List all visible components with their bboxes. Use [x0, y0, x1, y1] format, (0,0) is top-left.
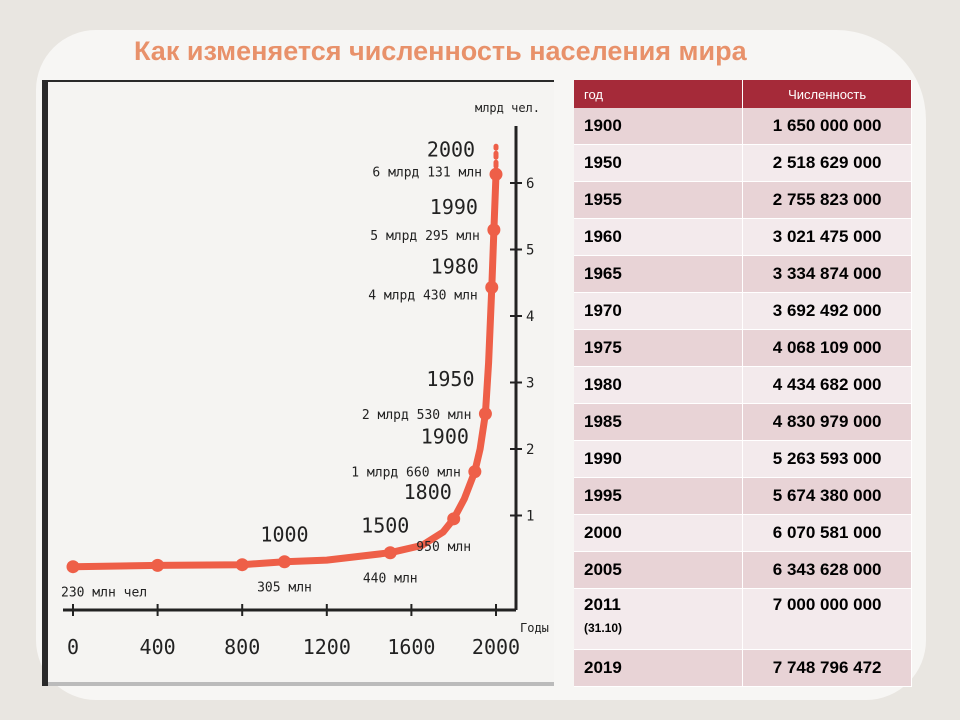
header-year: год — [574, 80, 744, 108]
x-tick-label: 400 — [140, 635, 176, 659]
year-cell: 1970 — [574, 292, 744, 330]
date-note: (31.10) — [584, 621, 623, 635]
table-row: 2019 7 748 796 472 — [574, 649, 912, 687]
header-population: Численность — [742, 80, 912, 108]
population-cell: 3 021 475 000 — [742, 218, 912, 256]
data-point — [235, 558, 249, 572]
population-cell: 6 343 628 000 — [742, 551, 912, 589]
population-cell: 6 070 581 000 — [742, 514, 912, 552]
year-cell: 1985 — [574, 403, 744, 441]
data-point — [468, 465, 482, 479]
y-axis-label: млрд чел. — [475, 101, 540, 115]
data-point — [447, 512, 461, 526]
year-cell: 1960 — [574, 218, 744, 256]
data-label: 1 млрд 660 млн — [351, 466, 461, 481]
population-cell: 5 674 380 000 — [742, 477, 912, 515]
data-label: 2000 — [427, 137, 475, 161]
data-point — [489, 167, 503, 181]
data-point — [278, 555, 291, 569]
table-row: 2000 6 070 581 000 — [574, 514, 912, 552]
data-label: 6 млрд 131 млн — [372, 165, 482, 180]
data-label: 1500 — [361, 514, 409, 538]
table-row: 1970 3 692 492 000 — [574, 292, 912, 330]
population-cell: 1 650 000 000 — [742, 108, 912, 145]
year-cell: 1900 — [574, 108, 744, 145]
year-value: 2011 — [584, 595, 621, 614]
x-tick-label: 1600 — [387, 635, 435, 659]
data-point — [487, 223, 501, 237]
x-tick-label: 800 — [224, 635, 260, 659]
data-label: 305 млн — [257, 581, 312, 596]
data-point — [478, 407, 492, 421]
data-point — [485, 280, 499, 294]
table-row: 1990 5 263 593 000 — [574, 440, 912, 478]
table-row: 1900 1 650 000 000 — [574, 108, 912, 145]
year-cell: 1990 — [574, 440, 744, 478]
y-tick-label: 6 — [526, 176, 534, 192]
population-cell: 2 755 823 000 — [742, 181, 912, 219]
population-cell: 4 068 109 000 — [742, 329, 912, 367]
population-cell: 2 518 629 000 — [742, 144, 912, 182]
data-point — [151, 558, 165, 572]
x-tick-label: 0 — [67, 635, 79, 659]
y-tick-label: 3 — [526, 376, 534, 392]
data-label: 1950 — [426, 367, 474, 391]
data-point — [383, 546, 397, 560]
y-tick-label: 2 — [526, 442, 534, 458]
year-cell: 1955 — [574, 181, 744, 219]
year-cell: 1965 — [574, 255, 744, 293]
table-row: 2005 6 343 628 000 — [574, 551, 912, 589]
year-cell: 2019 — [574, 649, 744, 687]
population-cell: 3 692 492 000 — [742, 292, 912, 330]
y-tick-label: 1 — [526, 509, 534, 525]
data-label: 2 млрд 530 млн — [362, 408, 472, 423]
data-label: 230 млн чел — [61, 586, 147, 601]
slide-title: Как изменяется численность населения мир… — [134, 36, 747, 66]
data-label: 4 млрд 430 млн — [368, 288, 478, 303]
year-cell: 1975 — [574, 329, 744, 367]
population-cell: 3 334 874 000 — [742, 255, 912, 293]
table-row: 1955 2 755 823 000 — [574, 181, 912, 219]
x-tick-label: 2000 — [472, 635, 520, 659]
table-row: 1965 3 334 874 000 — [574, 255, 912, 293]
population-cell: 7 748 796 472 — [742, 649, 912, 687]
table-row: 1985 4 830 979 000 — [574, 403, 912, 441]
data-label: 950 млн — [416, 540, 471, 555]
y-tick-label: 4 — [526, 309, 534, 325]
population-table: год Численность 1900 1 650 000 000 1950 … — [574, 80, 912, 687]
year-cell: 2000 — [574, 514, 744, 552]
year-cell: 2005 — [574, 551, 744, 589]
data-label: 440 млн — [363, 572, 418, 587]
data-label: 1800 — [404, 480, 452, 504]
y-tick-label: 5 — [526, 243, 534, 259]
table-row: 1980 4 434 682 000 — [574, 366, 912, 404]
table-row: 1975 4 068 109 000 — [574, 329, 912, 367]
table-row: 1960 3 021 475 000 — [574, 218, 912, 256]
table-row: 1950 2 518 629 000 — [574, 144, 912, 182]
population-cell: 7 000 000 000 — [742, 588, 912, 650]
year-cell: 1980 — [574, 366, 744, 404]
data-label: 1990 — [430, 195, 478, 219]
data-label: 1000 — [260, 523, 308, 547]
year-cell: 2011 (31.10) — [574, 588, 744, 650]
data-label: 5 млрд 295 млн — [370, 229, 480, 244]
data-label: 1980 — [431, 254, 479, 278]
data-point — [66, 560, 80, 574]
year-cell: 1995 — [574, 477, 744, 515]
x-tick-label: 1200 — [303, 635, 351, 659]
x-axis-label: Годы — [520, 621, 549, 635]
year-cell: 1950 — [574, 144, 744, 182]
table-row: 1995 5 674 380 000 — [574, 477, 912, 515]
table-header-row: год Численность — [574, 80, 912, 108]
chart-image: 0 400 800 1200 1600 2000 Годы 1 2 3 4 5 6 млрд чел. 23… — [42, 80, 554, 686]
population-cell: 5 263 593 000 — [742, 440, 912, 478]
table-row: 2011 (31.10) 7 000 000 000 — [574, 588, 912, 650]
population-cell: 4 830 979 000 — [742, 403, 912, 441]
population-cell: 4 434 682 000 — [742, 366, 912, 404]
data-label: 1900 — [421, 425, 469, 449]
